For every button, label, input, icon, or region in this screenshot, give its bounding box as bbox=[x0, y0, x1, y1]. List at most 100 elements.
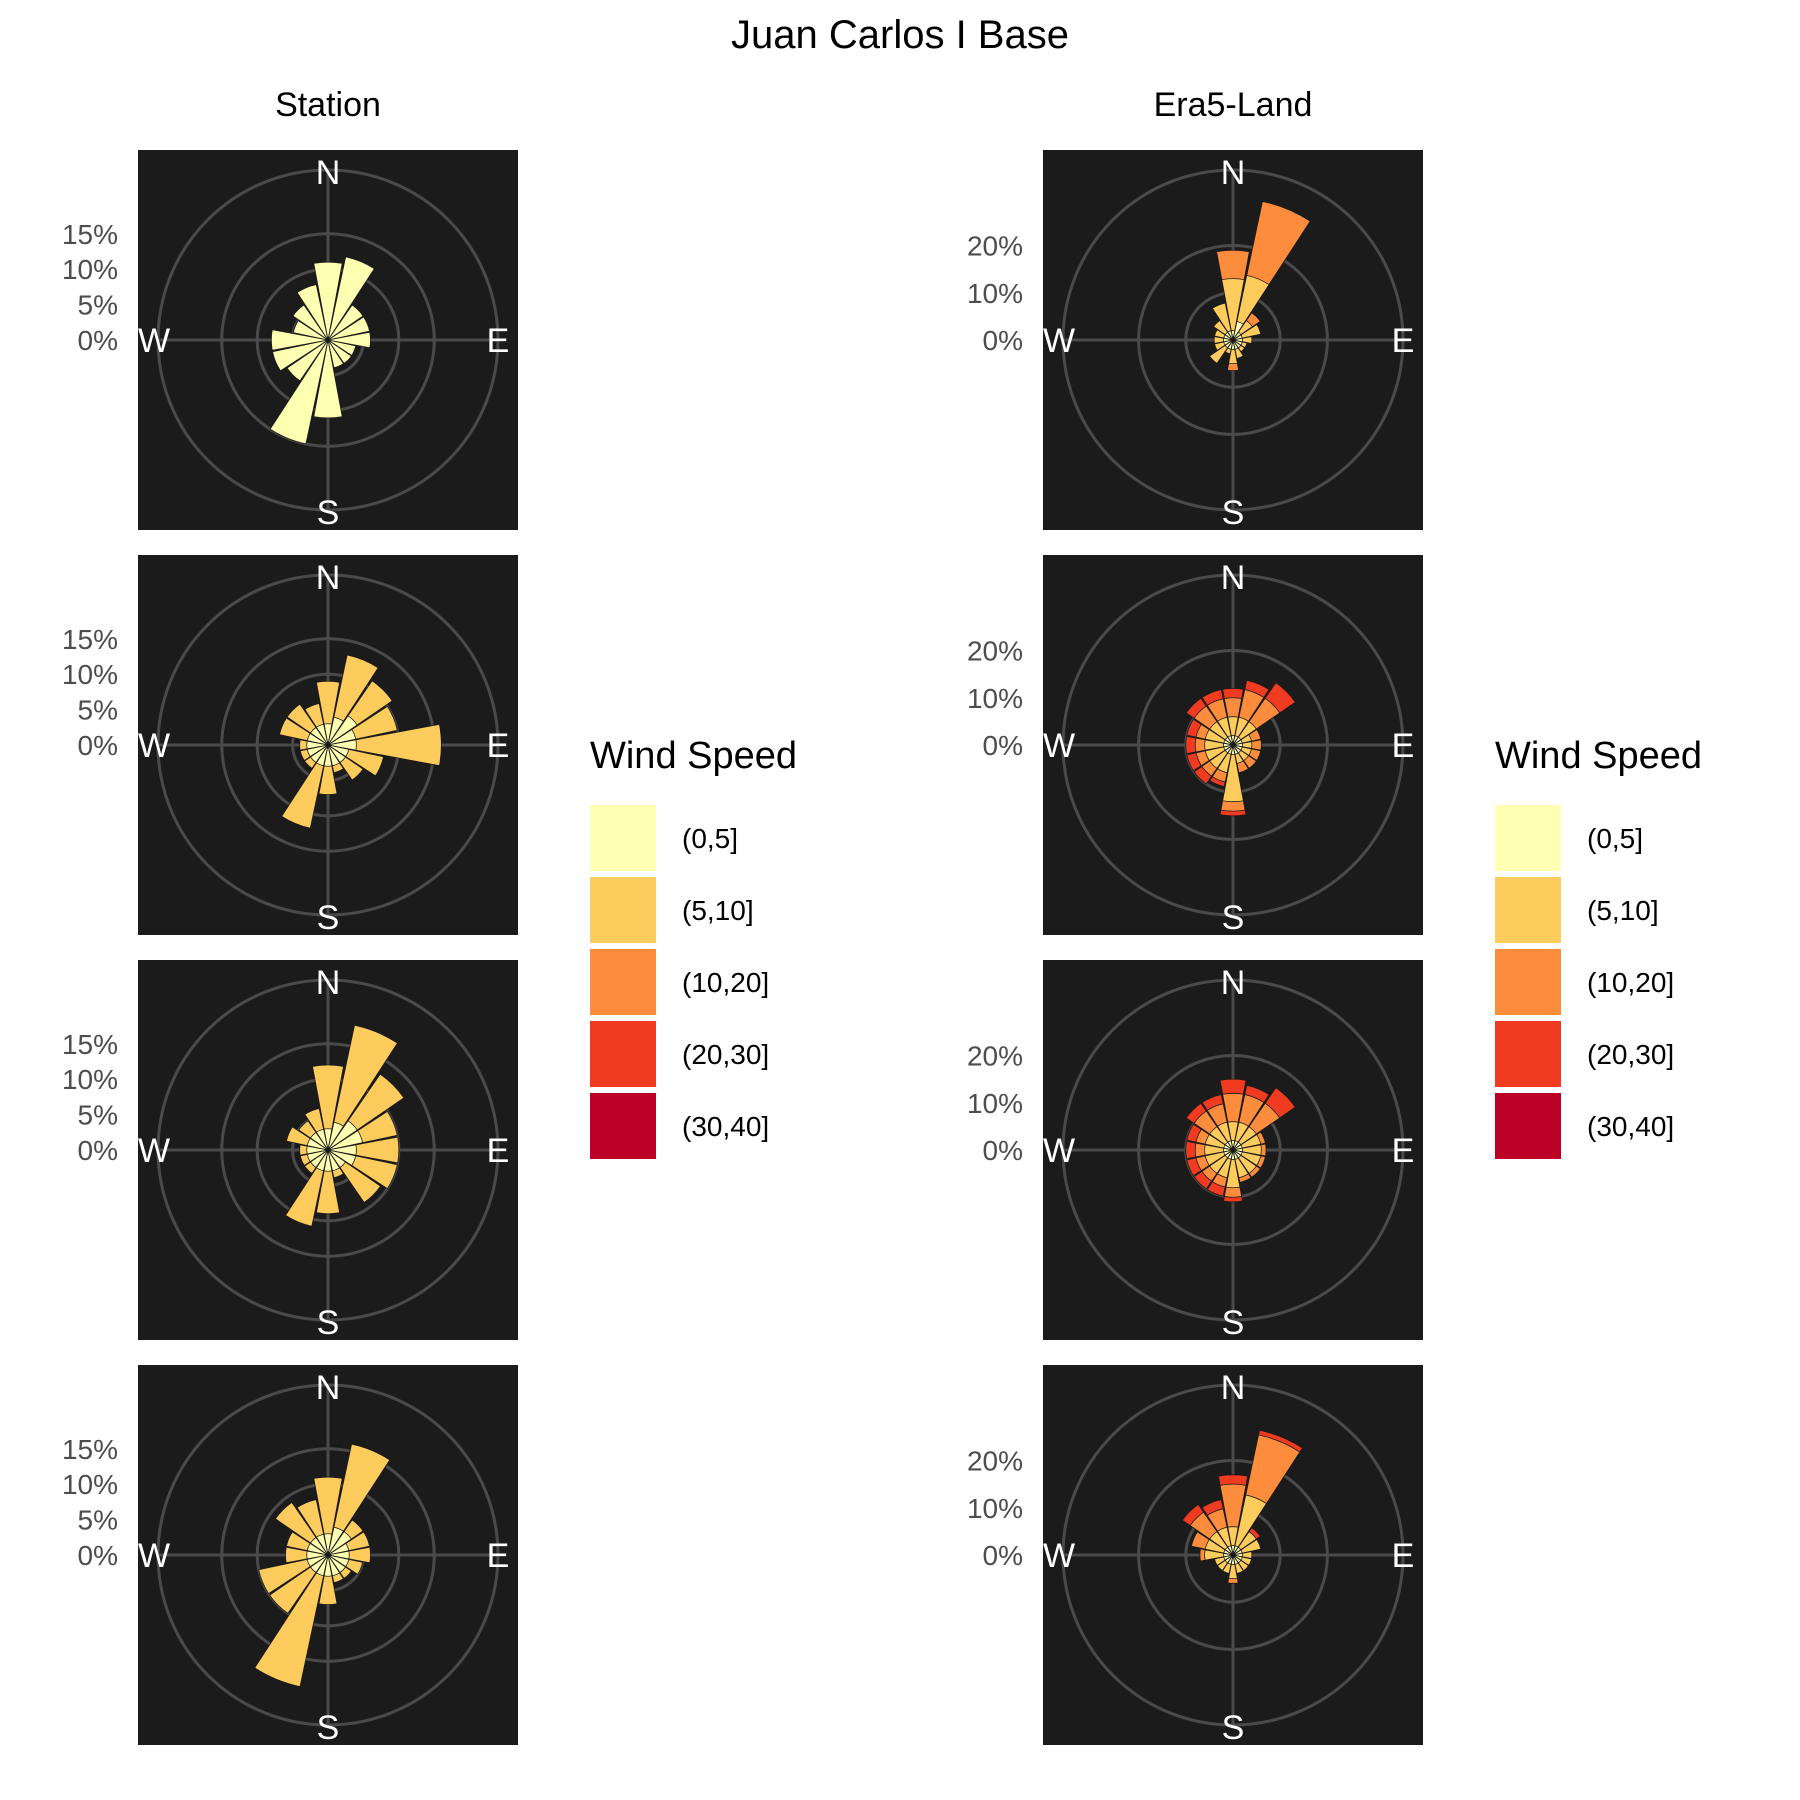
radial-tick-label: 15% bbox=[62, 1029, 118, 1060]
legend-label: (20,30] bbox=[1587, 1039, 1674, 1070]
radial-tick-label: 0% bbox=[983, 1540, 1023, 1571]
wind-bar bbox=[1221, 278, 1245, 341]
wind-bar bbox=[318, 1554, 338, 1605]
wind-bar bbox=[1227, 330, 1234, 341]
wind-bar bbox=[315, 1533, 329, 1556]
compass-label-e: E bbox=[1392, 1537, 1415, 1575]
compass-label-s: S bbox=[1222, 1709, 1245, 1747]
wind-bar bbox=[1227, 1545, 1234, 1556]
wind-bar bbox=[327, 1443, 391, 1556]
wind-bar bbox=[309, 744, 329, 764]
wind-bar bbox=[1227, 1121, 1239, 1151]
radial-tick-label: 5% bbox=[78, 695, 118, 726]
radial-tick-label: 15% bbox=[62, 624, 118, 655]
compass-label-s: S bbox=[1222, 1304, 1245, 1342]
wind-bar bbox=[327, 316, 371, 341]
wind-bar bbox=[1232, 321, 1244, 341]
legend-label: (10,20] bbox=[682, 967, 769, 998]
radial-tick-label: 10% bbox=[62, 659, 118, 690]
wind-bar bbox=[323, 744, 333, 767]
compass-label-n: N bbox=[316, 154, 341, 192]
wind-rose-panel: N E S W 0% 5% 10% 15% bbox=[62, 1365, 518, 1747]
wind-bar bbox=[285, 1149, 329, 1227]
compass-label-w: W bbox=[1043, 727, 1075, 765]
wind-bar bbox=[313, 261, 343, 341]
wind-rose-panel: N E S W 0% 10% 20% bbox=[967, 555, 1423, 937]
radial-tick-label: 0% bbox=[78, 1540, 118, 1571]
wind-bar bbox=[306, 740, 329, 750]
wind-bar bbox=[315, 680, 341, 746]
compass-label-w: W bbox=[1043, 1132, 1075, 1170]
wind-bar bbox=[327, 1136, 400, 1164]
legend-title: Wind Speed bbox=[590, 735, 797, 777]
radial-tick-label: 15% bbox=[62, 1434, 118, 1465]
legend-label: (30,40] bbox=[682, 1111, 769, 1142]
compass-label-w: W bbox=[138, 727, 170, 765]
wind-bar bbox=[327, 744, 341, 767]
wind-bar bbox=[327, 1149, 347, 1169]
wind-bar bbox=[1204, 1549, 1234, 1561]
wind-bar bbox=[313, 339, 343, 419]
wind-rose-panel: N E S W 0% 5% 10% 15% bbox=[62, 555, 518, 937]
compass-label-n: N bbox=[1221, 154, 1246, 192]
compass-label-e: E bbox=[1392, 322, 1415, 360]
legend-label: (10,20] bbox=[1587, 967, 1674, 998]
radial-tick-label: 0% bbox=[983, 1135, 1023, 1166]
wind-bar bbox=[323, 1533, 333, 1556]
wind-bar bbox=[327, 1149, 357, 1166]
legend-label: (0,5] bbox=[1587, 823, 1643, 854]
legend-swatch bbox=[1495, 1093, 1561, 1159]
compass-label-n: N bbox=[316, 559, 341, 597]
legend-swatch bbox=[1495, 1021, 1561, 1087]
wind-bar bbox=[1232, 1494, 1267, 1556]
wind-bar bbox=[1227, 1140, 1234, 1151]
wind-bar bbox=[323, 1149, 333, 1172]
wind-bar bbox=[270, 329, 329, 351]
wind-bar bbox=[327, 744, 350, 758]
compass-label-s: S bbox=[317, 1709, 340, 1747]
wind-bar bbox=[292, 304, 329, 341]
wind-bar bbox=[327, 1554, 341, 1577]
wind-bar bbox=[327, 715, 358, 746]
figure-title: Juan Carlos I Base bbox=[731, 13, 1069, 57]
radial-tick-label: 10% bbox=[62, 254, 118, 285]
compass-label-s: S bbox=[317, 494, 340, 532]
wind-bar bbox=[1228, 339, 1238, 365]
wind-bar bbox=[327, 1144, 357, 1156]
wind-bar bbox=[323, 723, 333, 746]
wind-bar bbox=[1211, 302, 1234, 341]
column-title-era5-land: Era5-Land bbox=[1154, 86, 1313, 124]
wind-bar bbox=[306, 1542, 329, 1556]
compass-label-e: E bbox=[487, 727, 510, 765]
radial-tick-label: 20% bbox=[967, 1446, 1023, 1477]
legend-title: Wind Speed bbox=[1495, 735, 1702, 777]
wind-bar bbox=[327, 304, 364, 341]
legend-swatch bbox=[590, 1021, 656, 1087]
radial-tick-label: 5% bbox=[78, 1505, 118, 1536]
wind-bar bbox=[315, 723, 329, 746]
legend-label: (30,40] bbox=[1587, 1111, 1674, 1142]
wind-bar bbox=[309, 1554, 329, 1574]
wind-bar bbox=[312, 1064, 344, 1151]
radial-tick-label: 10% bbox=[967, 1088, 1023, 1119]
wind-bar bbox=[327, 729, 357, 746]
wind-bar bbox=[327, 256, 375, 341]
wind-rose-panel: N E S W 0% 5% 10% 15% bbox=[62, 960, 518, 1342]
radial-tick-label: 20% bbox=[967, 231, 1023, 262]
compass-label-w: W bbox=[138, 1132, 170, 1170]
wind-speed-legend: Wind Speed (0,5] (5,10] (10,20] (20,30] (30,4… bbox=[1495, 735, 1702, 1159]
wind-bar bbox=[286, 339, 329, 382]
column-title-station: Station bbox=[275, 86, 381, 124]
radial-tick-label: 5% bbox=[78, 1100, 118, 1131]
compass-label-n: N bbox=[316, 1369, 341, 1407]
radial-tick-label: 0% bbox=[983, 325, 1023, 356]
legend-swatch bbox=[590, 1093, 656, 1159]
wind-bar bbox=[1204, 739, 1234, 751]
wind-bar bbox=[327, 1542, 350, 1556]
radial-tick-label: 20% bbox=[967, 636, 1023, 667]
radial-tick-label: 10% bbox=[62, 1064, 118, 1095]
wind-bar bbox=[1227, 716, 1239, 746]
legend-swatch bbox=[1495, 877, 1561, 943]
wind-bar bbox=[296, 284, 329, 341]
wind-bar bbox=[309, 1536, 329, 1556]
